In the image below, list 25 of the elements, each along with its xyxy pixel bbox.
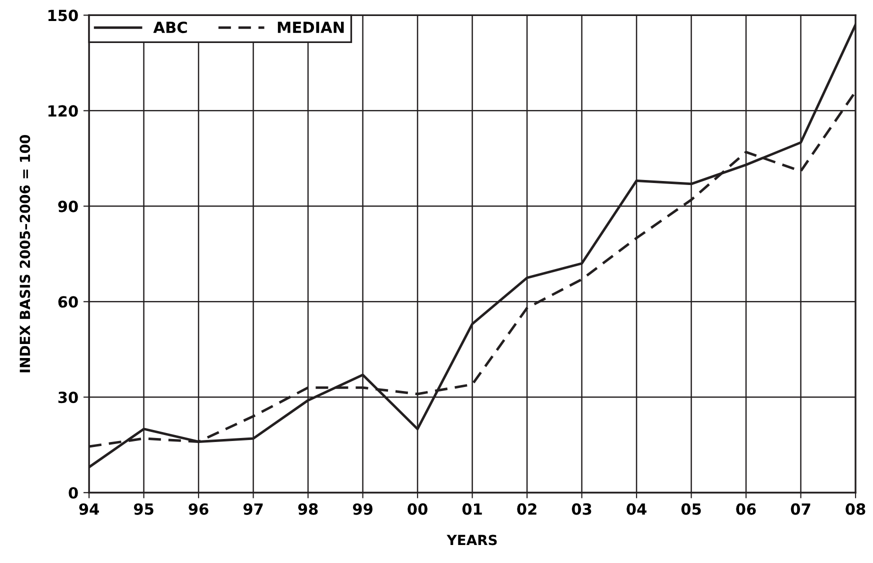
x-tick-label: 03	[572, 503, 592, 515]
y-tick-label: 0	[68, 487, 78, 499]
x-tick-label: 99	[352, 503, 372, 515]
legend-label: ABC	[153, 22, 187, 34]
x-tick-label: 96	[188, 503, 208, 515]
x-tick-label: 01	[462, 503, 482, 515]
x-tick-label: 05	[681, 503, 701, 515]
x-tick-label: 98	[298, 503, 318, 515]
x-axis-title: YEARS	[446, 534, 497, 546]
y-tick-label: 90	[58, 200, 78, 212]
x-tick-label: 95	[134, 503, 154, 515]
x-tick-label: 07	[790, 503, 810, 515]
x-tick-label: 02	[517, 503, 536, 515]
x-tick-label: 97	[243, 503, 263, 515]
y-axis-title: INDEX BASIS 2005–2006 = 100	[20, 134, 30, 372]
x-tick-label: 00	[408, 503, 428, 515]
x-tick-label: 06	[736, 503, 756, 515]
y-tick-label: 120	[48, 105, 78, 117]
y-tick-label: 150	[48, 10, 78, 22]
x-tick-label: 04	[626, 503, 646, 515]
legend-label: MEDIAN	[278, 22, 344, 33]
x-tick-label: 94	[79, 503, 99, 515]
y-tick-label: 30	[58, 392, 78, 404]
x-tick-label: 08	[846, 503, 866, 515]
y-tick-label: 60	[58, 296, 78, 308]
